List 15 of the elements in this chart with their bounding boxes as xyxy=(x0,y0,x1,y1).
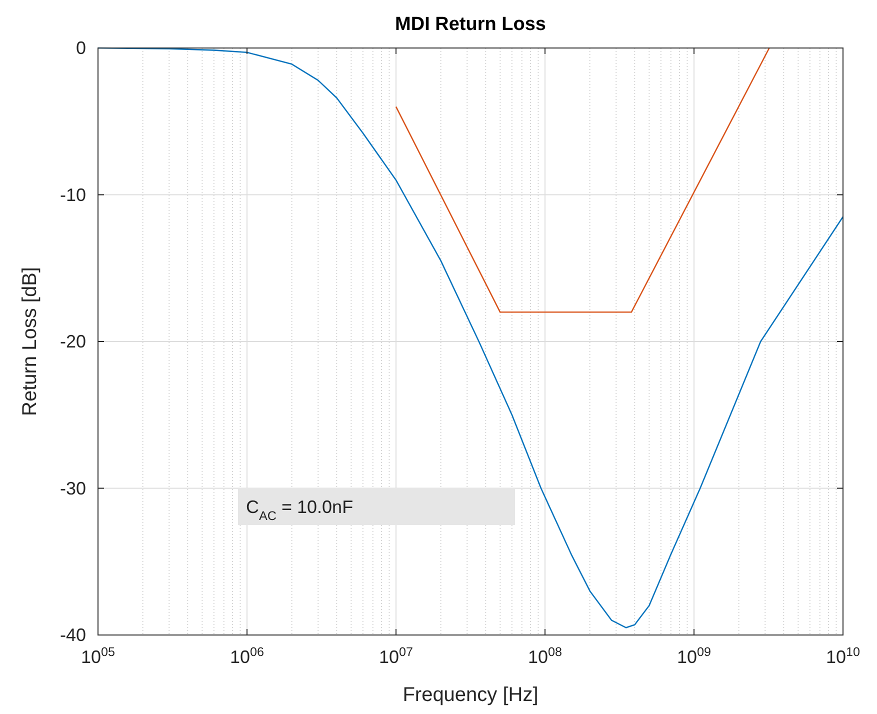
annotation: C$_{AC}$ = 10.0nF xyxy=(246,497,354,523)
chart-title: MDI Return Loss xyxy=(395,14,546,35)
x-tick-label: 10$^{09}$ xyxy=(676,645,712,667)
y-tick-label: -20 xyxy=(60,332,86,352)
x-tick-label: 10$^{06}$ xyxy=(230,645,264,667)
x-tick-label: 10$^{08}$ xyxy=(528,645,562,667)
y-tick-label: 0 xyxy=(76,38,86,58)
x-axis-title: Frequency [Hz] xyxy=(402,684,538,706)
y-tick-label: -10 xyxy=(60,184,86,205)
y-tick-label: -40 xyxy=(60,625,86,645)
y-axis-title: Return Loss [dB] xyxy=(19,267,41,416)
x-tick-label: 10$^{05}$ xyxy=(80,645,116,667)
y-tick-label: -30 xyxy=(60,478,86,498)
x-tick-label: 10$^{10}$ xyxy=(826,645,860,667)
x-tick-label: 10$^{07}$ xyxy=(378,645,414,667)
